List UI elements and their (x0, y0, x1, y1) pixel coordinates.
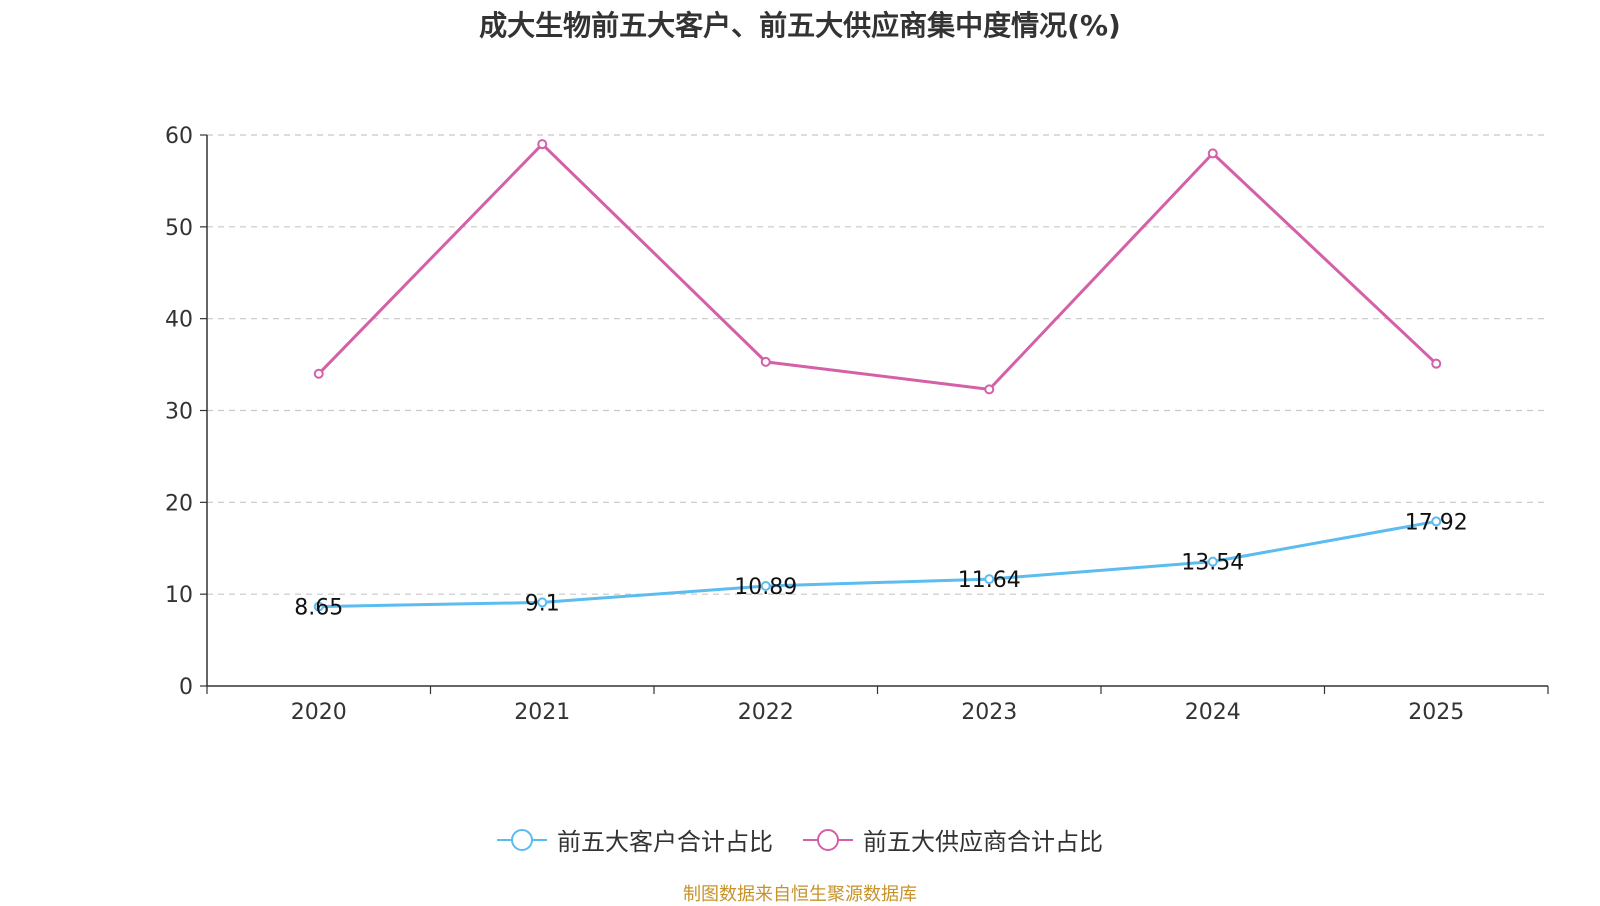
data-point (760, 580, 771, 591)
data-source-note: 制图数据来自恒生聚源数据库 (683, 884, 917, 905)
y-tick-label: 50 (165, 216, 193, 241)
data-point (313, 601, 324, 612)
y-tick-label: 20 (165, 491, 193, 516)
data-point (537, 597, 548, 608)
x-tick-label: 2022 (738, 700, 794, 725)
legend-item-suppliers[interactable]: 前五大供应商合计占比 (803, 822, 1103, 857)
data-label: 11.64 (958, 568, 1021, 593)
series-line-1 (317, 142, 1438, 391)
data-point (313, 368, 324, 379)
x-tick-label: 2021 (514, 700, 570, 725)
data-label: 13.54 (1181, 551, 1244, 576)
legend-label-customers: 前五大客户合计占比 (557, 828, 773, 856)
legend-label-suppliers: 前五大供应商合计占比 (863, 828, 1103, 856)
data-point (537, 139, 548, 150)
data-label: 8.65 (294, 596, 343, 621)
legend-line-marker-icon (803, 828, 853, 851)
y-tick-label: 60 (165, 124, 193, 149)
data-point (1207, 556, 1218, 567)
chart-title: 成大生物前五大客户、前五大供应商集中度情况(%) (479, 9, 1121, 42)
y-tick-label: 40 (165, 308, 193, 333)
data-point (984, 384, 995, 395)
data-point (1431, 358, 1442, 369)
data-label: 10.89 (734, 575, 797, 600)
y-tick-label: 30 (165, 400, 193, 425)
legend-line-marker-icon (497, 828, 547, 851)
x-tick-label: 2020 (291, 700, 347, 725)
data-point (760, 356, 771, 367)
x-tick-label: 2024 (1185, 700, 1241, 725)
y-tick-label: 0 (179, 675, 193, 700)
data-label: 9.1 (525, 591, 560, 616)
x-tick-label: 2023 (961, 700, 1017, 725)
legend-item-customers[interactable]: 前五大客户合计占比 (497, 822, 773, 857)
data-label: 17.92 (1405, 510, 1468, 535)
data-point (984, 574, 995, 585)
series-line-0 (318, 519, 1437, 609)
legend: 前五大客户合计占比 前五大供应商合计占比 (0, 822, 1600, 857)
data-point (1431, 516, 1442, 527)
data-point (1207, 148, 1218, 159)
y-tick-label: 10 (165, 583, 193, 608)
x-tick-label: 2025 (1408, 700, 1464, 725)
